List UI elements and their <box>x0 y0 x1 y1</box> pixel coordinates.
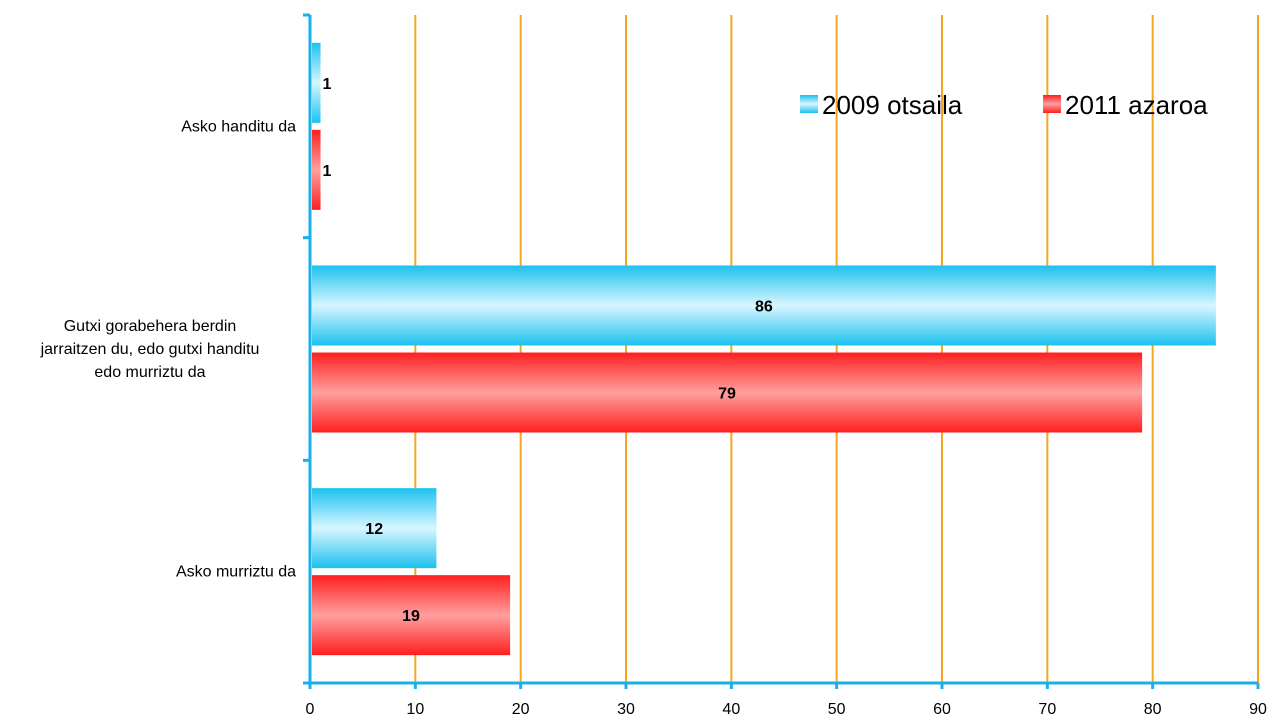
bars <box>312 42 1216 656</box>
data-label: 1 <box>323 163 332 180</box>
x-tick-label: 20 <box>512 701 530 718</box>
x-tick-label: 90 <box>1249 701 1267 718</box>
legend: 2009 otsaila 2011 azaroa <box>800 90 1208 120</box>
x-tick-label: 70 <box>1038 701 1056 718</box>
category-label: edo murriztu da <box>94 364 205 381</box>
x-tick-label: 40 <box>722 701 740 718</box>
x-tick-label: 80 <box>1144 701 1162 718</box>
bar-series1-1 <box>312 265 1216 346</box>
grid-lines <box>414 15 1259 683</box>
data-label: 86 <box>755 299 773 316</box>
legend-label: 2009 otsaila <box>822 90 963 120</box>
category-label: jarraitzen du, edo gutxi handitu <box>40 341 260 358</box>
x-tick-label: 30 <box>617 701 635 718</box>
x-tick-label: 10 <box>406 701 424 718</box>
labels: 0 10 20 30 40 50 60 70 80 90 1 1 Asko handitu da 86 79… <box>40 76 1267 718</box>
x-tick-label: 60 <box>933 701 951 718</box>
data-label: 19 <box>402 608 420 625</box>
category-label: Asko murriztu da <box>176 564 296 581</box>
x-tick-label: 0 <box>306 701 315 718</box>
category-label: Gutxi gorabehera berdin <box>64 318 237 335</box>
x-tick-label: 50 <box>828 701 846 718</box>
data-label: 1 <box>323 76 332 93</box>
legend-label: 2011 azaroa <box>1065 90 1208 120</box>
bar-series2-0 <box>312 129 321 210</box>
data-label: 79 <box>718 386 736 403</box>
category-label: Asko handitu da <box>181 118 296 135</box>
bar-series2-1 <box>312 352 1143 433</box>
axes <box>303 13 1260 689</box>
data-label: 12 <box>365 521 383 538</box>
bar-series2-2 <box>312 575 511 656</box>
legend-swatch <box>800 95 818 113</box>
bar-series1-2 <box>312 488 437 569</box>
legend-swatch <box>1043 95 1061 113</box>
bar-series1-0 <box>312 42 321 123</box>
